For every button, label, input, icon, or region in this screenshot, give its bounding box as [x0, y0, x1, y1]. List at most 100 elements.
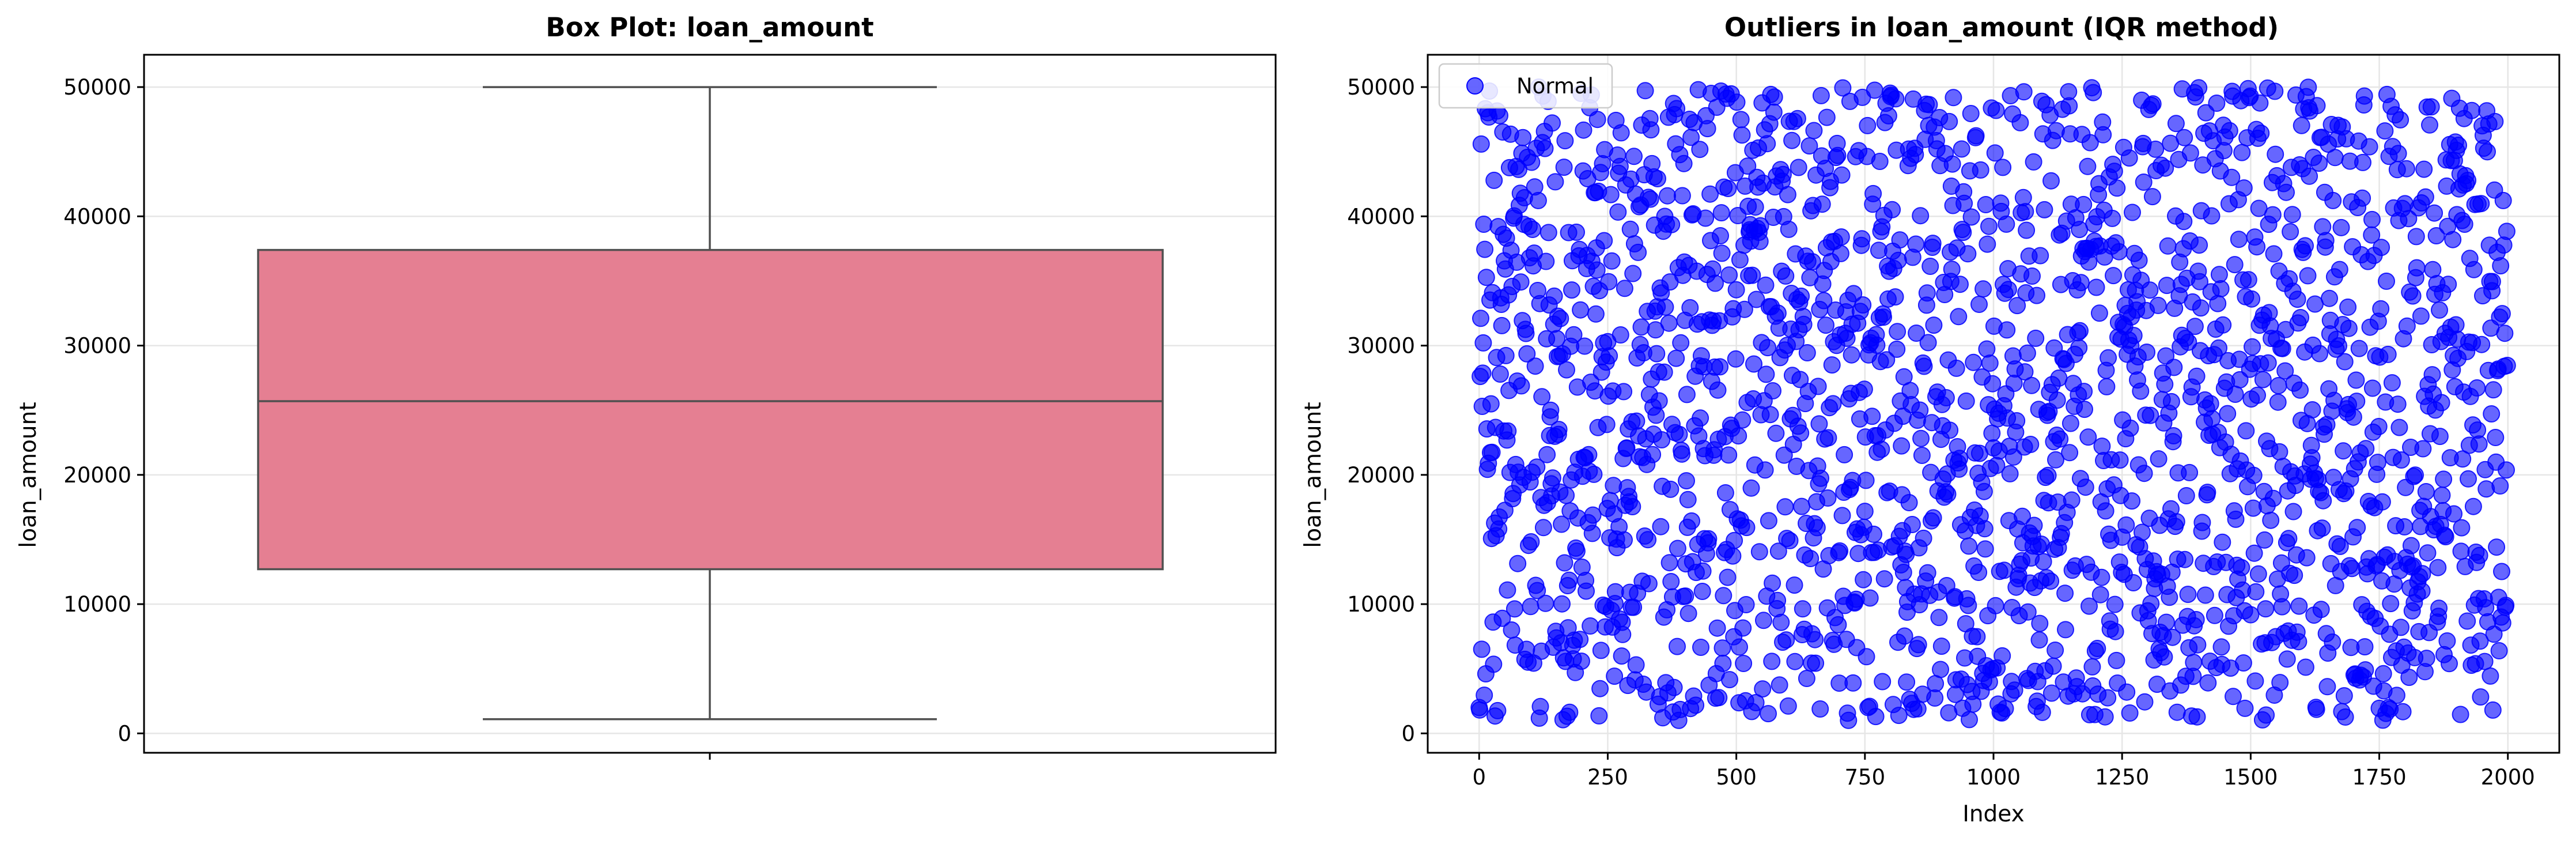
- scatter-point: [2348, 519, 2366, 537]
- scatter-point: [1769, 304, 1787, 322]
- scatter-point: [1720, 266, 1738, 284]
- scatter-point: [1765, 103, 1783, 121]
- scatter-point: [2199, 674, 2217, 692]
- scatter-point: [2293, 116, 2310, 134]
- scatter-point: [2231, 371, 2249, 388]
- scatter-point: [2117, 516, 2135, 534]
- scatter-point: [1977, 196, 1995, 213]
- scatter-point: [1893, 437, 1911, 455]
- scatter-point: [2370, 418, 2388, 435]
- scatter-point: [2392, 111, 2409, 129]
- scatter-point: [1650, 392, 1668, 410]
- scatter-point: [2452, 542, 2470, 560]
- scatter-point: [1891, 231, 1909, 249]
- scatter-point: [2297, 658, 2314, 676]
- scatter-point: [2357, 440, 2375, 458]
- scatter-point: [1536, 139, 1554, 157]
- scatter-point: [1606, 667, 1624, 685]
- scatter-point: [1568, 223, 1585, 241]
- scatter-point: [2313, 519, 2331, 537]
- scatter-point: [2076, 401, 2093, 418]
- scatter-point: [2435, 470, 2453, 488]
- legend-marker-normal: [1466, 77, 1484, 95]
- scatter-point: [2312, 601, 2330, 618]
- scatter-point: [1678, 386, 1696, 403]
- scatter-point: [1760, 705, 1777, 723]
- scatter-point: [1864, 184, 1882, 202]
- scatter-point: [2430, 599, 2448, 617]
- scatter-point: [1769, 542, 1787, 560]
- scatter-point: [2311, 345, 2328, 363]
- scatter-point: [2324, 633, 2342, 651]
- scatter-point: [2022, 436, 2040, 453]
- scatter-point: [1994, 159, 2012, 176]
- scatter-point: [1798, 670, 1815, 687]
- scatter-point: [1557, 486, 1575, 504]
- scatter-point: [2033, 703, 2051, 721]
- scatter-point: [1863, 408, 1881, 425]
- scatter-point: [1522, 598, 1539, 616]
- scatter-point: [1919, 334, 1937, 352]
- scatter-point: [1937, 389, 1955, 406]
- scatter-point: [2392, 451, 2410, 469]
- scatter-point: [1984, 375, 2002, 393]
- box-plot-panel: Box Plot: loan_amount loan_amount 0 10000…: [16, 12, 1277, 760]
- scatter-point: [2444, 231, 2462, 248]
- scatter-point: [1976, 520, 1994, 538]
- legend-label-normal: Normal: [1516, 74, 1594, 99]
- x-tick-label: 500: [1716, 765, 1757, 790]
- scatter-point: [2378, 272, 2395, 290]
- scatter-point: [2299, 267, 2317, 285]
- scatter-point: [2023, 376, 2041, 394]
- scatter-point: [1667, 349, 1685, 367]
- scatter-point: [1898, 673, 1916, 691]
- scatter-point: [2105, 163, 2123, 180]
- scatter-point: [2227, 510, 2245, 528]
- x-tick-label: 1000: [1966, 765, 2021, 790]
- scatter-point: [2072, 274, 2090, 292]
- scatter-point: [2165, 427, 2182, 444]
- scatter-point: [1731, 251, 1749, 269]
- scatter-point: [1819, 489, 1837, 507]
- scatter-point: [2118, 683, 2136, 701]
- scatter-point: [2280, 530, 2298, 548]
- scatter-point: [1602, 186, 1620, 203]
- scatter-point: [1829, 616, 1847, 633]
- scatter-point: [2176, 550, 2194, 568]
- scatter-point: [2473, 335, 2491, 353]
- scatter-point: [1802, 550, 1820, 567]
- scatter-point: [2138, 344, 2155, 361]
- scatter-point: [1769, 591, 1787, 609]
- scatter-point: [1783, 131, 1801, 149]
- scatter-point: [1598, 416, 1616, 433]
- scatter-point: [2291, 381, 2309, 399]
- scatter-point: [1611, 157, 1629, 175]
- scatter-point: [1983, 424, 2001, 442]
- scatter-point: [1883, 201, 1901, 218]
- scatter-point: [2185, 654, 2203, 672]
- scatter-point: [1874, 673, 1892, 691]
- scatter-point: [1473, 640, 1491, 658]
- scatter-point: [2396, 518, 2414, 535]
- scatter-point: [2314, 492, 2332, 510]
- scatter-point: [2181, 463, 2199, 481]
- scatter-point: [2459, 172, 2477, 189]
- scatter-point: [1600, 273, 1618, 291]
- x-tick-label: 750: [1845, 765, 1886, 790]
- scatter-point: [1777, 631, 1795, 649]
- scatter-point: [2397, 160, 2415, 178]
- scatter-point: [1548, 330, 1566, 348]
- scatter-point: [1616, 531, 1633, 549]
- scatter-point: [2297, 237, 2314, 255]
- scatter-point: [2452, 706, 2469, 723]
- scatter-point: [1606, 583, 1624, 601]
- y-tick-label: 10000: [63, 592, 131, 617]
- scatter-point: [1662, 573, 1680, 590]
- legend-frame: [1438, 63, 1613, 109]
- scatter-point: [1545, 287, 1563, 305]
- box-plot-axes-frame: [143, 54, 1277, 754]
- scatter-point: [1788, 110, 1806, 127]
- scatter-point: [1544, 114, 1561, 132]
- scatter-point: [1672, 334, 1690, 352]
- scatter-point: [2124, 203, 2141, 221]
